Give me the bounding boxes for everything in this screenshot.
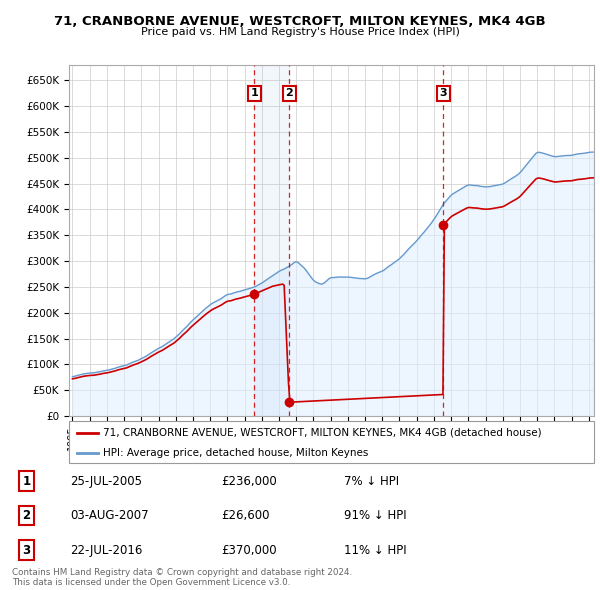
Text: £236,000: £236,000 bbox=[221, 475, 277, 488]
Bar bbox=[254, 65, 289, 416]
Text: 71, CRANBORNE AVENUE, WESTCROFT, MILTON KEYNES, MK4 4GB: 71, CRANBORNE AVENUE, WESTCROFT, MILTON … bbox=[54, 15, 546, 28]
Text: 22-JUL-2016: 22-JUL-2016 bbox=[70, 543, 143, 556]
Text: 71, CRANBORNE AVENUE, WESTCROFT, MILTON KEYNES, MK4 4GB (detached house): 71, CRANBORNE AVENUE, WESTCROFT, MILTON … bbox=[103, 428, 542, 438]
Text: 3: 3 bbox=[440, 88, 447, 99]
Text: £26,600: £26,600 bbox=[221, 509, 270, 522]
Text: Contains HM Land Registry data © Crown copyright and database right 2024.
This d: Contains HM Land Registry data © Crown c… bbox=[12, 568, 352, 587]
Text: 11% ↓ HPI: 11% ↓ HPI bbox=[344, 543, 406, 556]
Text: Price paid vs. HM Land Registry's House Price Index (HPI): Price paid vs. HM Land Registry's House … bbox=[140, 27, 460, 37]
Text: 2: 2 bbox=[286, 88, 293, 99]
Text: 03-AUG-2007: 03-AUG-2007 bbox=[70, 509, 149, 522]
Text: £370,000: £370,000 bbox=[221, 543, 277, 556]
Text: 2: 2 bbox=[22, 509, 31, 522]
Text: 91% ↓ HPI: 91% ↓ HPI bbox=[344, 509, 406, 522]
Text: HPI: Average price, detached house, Milton Keynes: HPI: Average price, detached house, Milt… bbox=[103, 448, 368, 457]
Text: 7% ↓ HPI: 7% ↓ HPI bbox=[344, 475, 399, 488]
Text: 3: 3 bbox=[22, 543, 31, 556]
Text: 25-JUL-2005: 25-JUL-2005 bbox=[70, 475, 142, 488]
Text: 1: 1 bbox=[22, 475, 31, 488]
Text: 1: 1 bbox=[251, 88, 258, 99]
